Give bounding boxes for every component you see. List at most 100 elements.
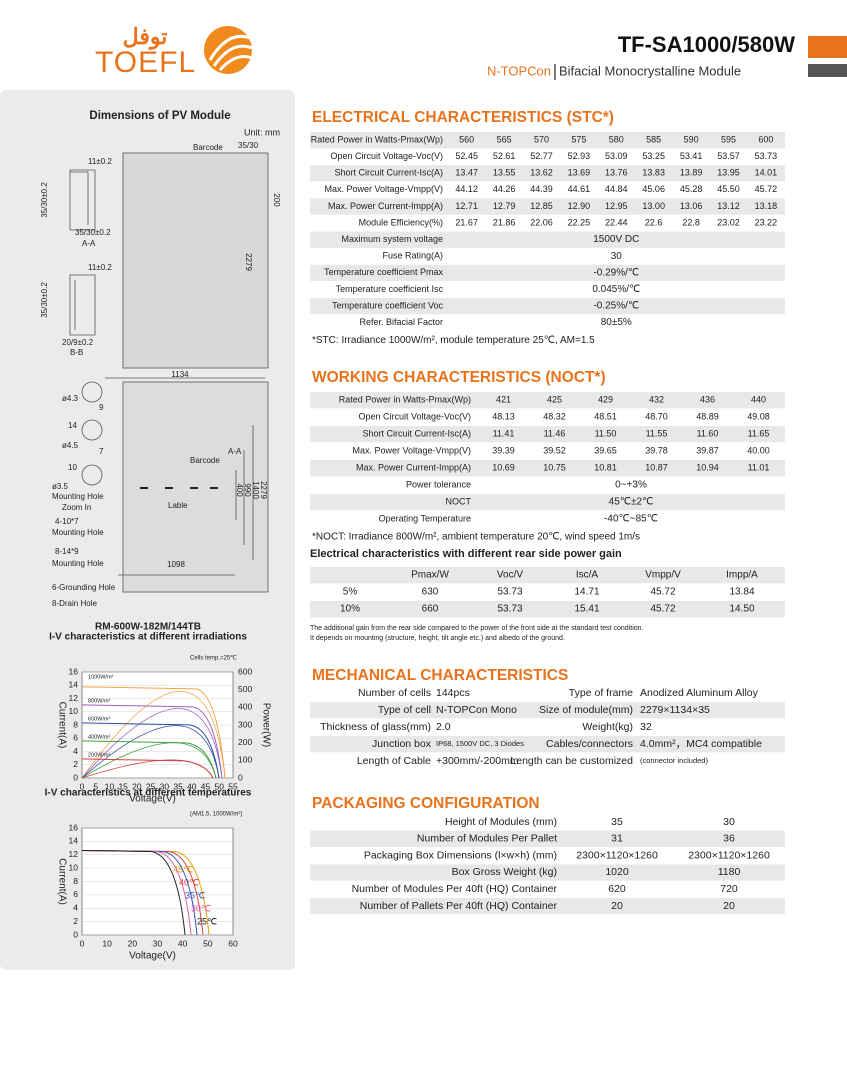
drawing-label: 8-14*9: [55, 547, 79, 556]
cell: 1020: [605, 866, 629, 878]
row-label: Fuse Rating(A): [382, 251, 443, 261]
cell: 53.73: [497, 587, 522, 598]
cell: 436: [700, 394, 715, 404]
drawing-label: 1134: [171, 370, 189, 379]
note: *STC: Irradiance 1000W/m², module temper…: [312, 335, 595, 346]
series-label: 30℃: [191, 903, 211, 913]
cell: 49.08: [747, 411, 770, 421]
cell: -0.25%/℃: [593, 301, 639, 312]
y2-axis-label: Power(W): [260, 703, 271, 747]
row-label: Rated Power in Watts-Pmax(Wp): [311, 134, 443, 144]
cell: 44.61: [568, 184, 591, 194]
x-tick-label: 5: [93, 781, 98, 791]
accent-orange: [808, 36, 847, 58]
cell: 48.89: [696, 411, 719, 421]
cell: 44.84: [605, 184, 628, 194]
row-bg: [310, 494, 785, 511]
row-label: Refer. Bifacial Factor: [359, 317, 443, 327]
drawing-title: Dimensions of PV Module: [89, 110, 230, 122]
x-tick-label: 15: [118, 781, 128, 791]
row-bg: [310, 736, 785, 753]
series-label: 800W/m²: [88, 698, 110, 704]
drawing-label: 11±0.2: [88, 157, 112, 166]
drawing-label: ø4.3: [62, 394, 79, 403]
cell: 48.51: [594, 411, 617, 421]
cell: 22.6: [645, 217, 663, 227]
x-tick-label: 30: [153, 938, 163, 948]
cell: -40℃~85℃: [604, 514, 658, 525]
cell: 144pcs: [436, 687, 470, 699]
x-tick-label: 10: [102, 938, 112, 948]
row-label: Number of Modules Per 40ft (HQ) Containe…: [352, 883, 558, 895]
cell: 13.69: [568, 168, 591, 178]
drawing-label: 35/30±0.2: [40, 282, 49, 318]
cell: 53.41: [680, 151, 703, 161]
x-tick-label: 0: [80, 938, 85, 948]
cell: 13.84: [729, 587, 754, 598]
row-label: Number of Pallets Per 40ft (HQ) Containe…: [360, 900, 558, 912]
cell: 45.06: [642, 184, 665, 194]
cell: 1180: [718, 866, 741, 878]
x-tick-label: 20: [128, 938, 138, 948]
x-tick-label: 40: [187, 781, 197, 791]
cell: Length of Cable: [357, 755, 431, 767]
y-tick-label: 2: [73, 759, 78, 769]
row-bg: [310, 264, 785, 282]
cell: Cables/connectors: [546, 738, 633, 750]
cell: 44.26: [493, 184, 516, 194]
drawing-label: Mounting Hole: [52, 492, 104, 501]
cell: 432: [649, 394, 664, 404]
cell: 39.78: [645, 445, 668, 455]
note: *NOCT: Irradiance 800W/m², ambient tempe…: [312, 532, 640, 543]
cell: 10.69: [492, 462, 515, 472]
x-tick-label: 20: [132, 781, 142, 791]
iv-curve: [81, 849, 186, 936]
cell: 35: [611, 816, 623, 828]
y-tick-label: 2: [73, 916, 78, 926]
x-tick-label: 60: [228, 938, 238, 948]
cell: 53.73: [755, 151, 778, 161]
y-tick-label: 14: [69, 836, 79, 846]
cell: 32: [640, 721, 652, 733]
row-label: Module Efficiency(%): [359, 217, 443, 227]
y-tick-label: 8: [73, 876, 78, 886]
drawing-label: 2279: [259, 481, 268, 499]
row-label: 5%: [343, 587, 358, 598]
y-tick-label: 0: [73, 772, 78, 782]
row-label: Height of Modules (mm): [445, 816, 557, 828]
cell: 22.06: [530, 217, 553, 227]
cell: 660: [422, 604, 439, 615]
y-tick-label: 16: [69, 666, 79, 676]
col-header: Voc/V: [497, 570, 523, 581]
row-label: Packaging Box Dimensions (l×w×h) (mm): [364, 849, 557, 861]
y2-tick-label: 600: [238, 666, 252, 676]
cell: -0.29%/℃: [593, 267, 639, 278]
section-title: MECHANICAL CHARACTERISTICS: [312, 667, 568, 684]
row-bg: [310, 864, 785, 881]
cell: 12.85: [530, 201, 553, 211]
iv-curve: [81, 849, 204, 936]
drawing-label: 9: [99, 403, 104, 412]
drawing-label: 2279: [244, 253, 253, 271]
drawing-label: 990: [243, 483, 252, 497]
power-curve: [81, 691, 226, 779]
drawing-label: Mounting Hole: [52, 559, 104, 568]
y-tick-label: 16: [69, 822, 79, 832]
cell: 53.25: [642, 151, 665, 161]
drawing-label: Barcode: [190, 456, 220, 465]
drawing-label: 35/30: [238, 141, 259, 150]
drawing-label: 35/30±0.2: [75, 228, 111, 237]
cell: Type of frame: [569, 687, 633, 699]
row-bg: [310, 898, 785, 915]
col-header: Pmax/W: [411, 570, 449, 581]
cell: 580: [609, 134, 624, 144]
cell: 560: [459, 134, 474, 144]
cell: 22.44: [605, 217, 628, 227]
cell: Thickness of glass(mm): [320, 721, 431, 733]
drawing-label: 20/9±0.2: [62, 338, 94, 347]
y2-tick-label: 100: [238, 755, 252, 765]
cell: 30: [723, 816, 735, 828]
cell: Type of cell: [378, 704, 431, 716]
series-label: 200W/m²: [88, 752, 110, 758]
cell: 10.75: [543, 462, 566, 472]
